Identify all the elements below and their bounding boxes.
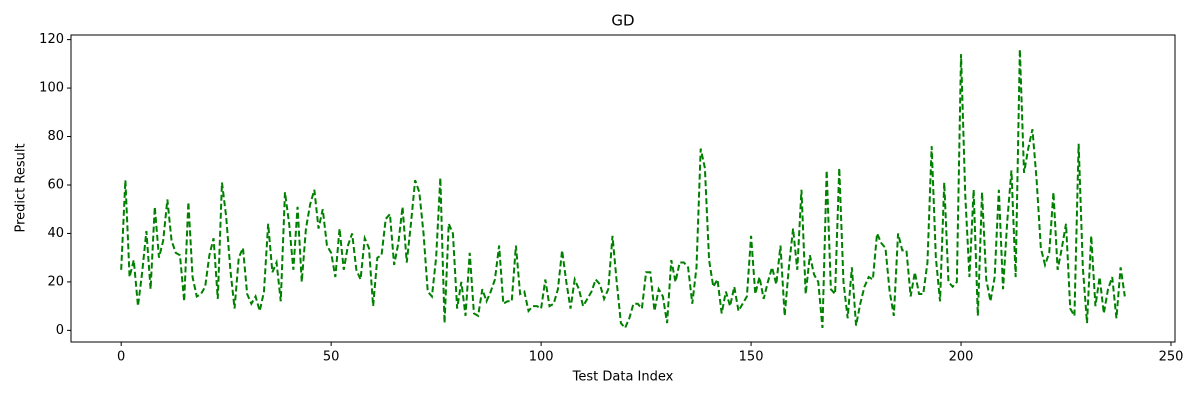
chart-title: GD [611,12,634,30]
x-tick-label: 50 [323,350,340,365]
y-tick-label: 120 [39,32,64,47]
data-line [120,49,1126,330]
x-axis-label: Test Data Index [572,370,674,385]
y-axis-label: Predict Result [14,143,29,232]
y-tick-label: 80 [47,129,64,144]
x-tick-label: 250 [1159,350,1184,365]
y-tick-label: 40 [47,226,64,241]
x-tick-label: 200 [949,350,974,365]
x-tick-label: 150 [739,350,764,365]
y-tick-label: 20 [47,274,64,289]
x-tick-label: 100 [529,350,554,365]
plot-frame [70,34,1176,343]
y-tick-label: 0 [56,323,64,338]
x-tick-label: 0 [117,350,125,365]
y-tick-label: 60 [47,177,64,192]
y-tick-label: 100 [39,81,64,96]
